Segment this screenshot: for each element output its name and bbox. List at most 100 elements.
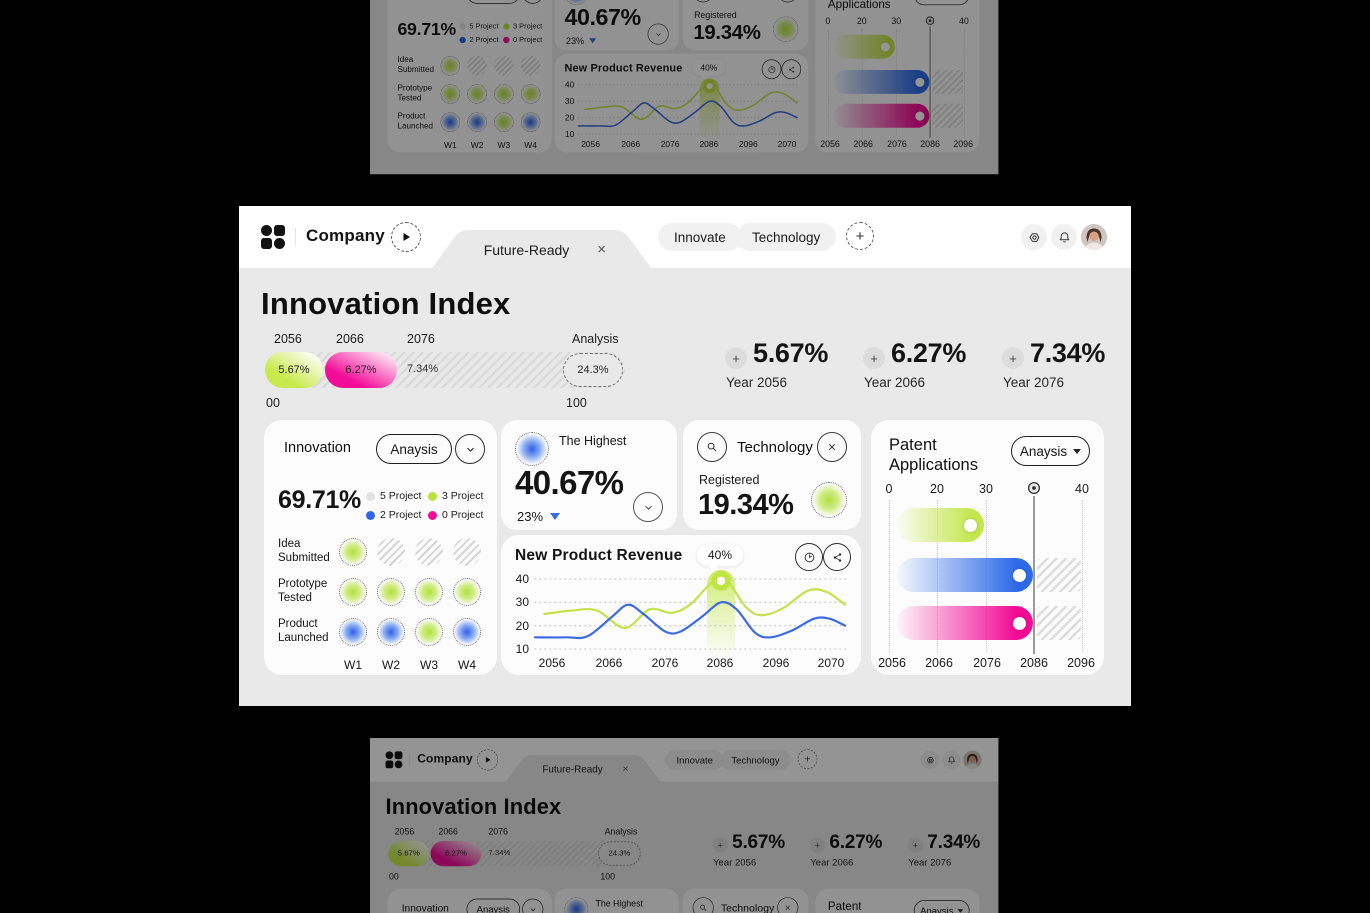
progress-analysis-label: Analysis [604, 826, 638, 837]
status-dot-green [415, 578, 443, 606]
dropdown-label: Anaysis [1019, 443, 1068, 459]
technology-card: Technology Registered 19.34% [683, 420, 861, 530]
dropdown-chevron-button[interactable] [455, 434, 485, 464]
status-dot-blue [467, 112, 487, 132]
chevron-down-icon [655, 32, 661, 36]
status-dot-green [339, 578, 367, 606]
tab-close-icon[interactable]: × [622, 762, 629, 775]
plus-icon: + [725, 347, 747, 369]
x-axis-label: 2096 [738, 139, 758, 149]
delta-value: 23% [517, 509, 561, 524]
stat-year-2066: + 6.27% Year 2066 [809, 831, 906, 870]
analysis-dropdown[interactable]: Anaysis [913, 900, 970, 913]
axis-tick: 40 [1075, 482, 1089, 496]
tab-future-ready[interactable]: Future-Ready × [429, 230, 654, 272]
legend-label: 5 Project [469, 22, 499, 31]
legend-label: 0 Project [513, 35, 543, 44]
close-icon [829, 444, 835, 450]
company-logo-icon[interactable] [385, 751, 403, 769]
share-button[interactable] [781, 59, 802, 80]
stat-caption: Year 2056 [713, 857, 757, 868]
status-dot-hatch [377, 538, 405, 566]
technology-button[interactable]: Technology [736, 223, 837, 251]
divider [295, 228, 296, 246]
analysis-dropdown[interactable]: Anaysis [466, 898, 521, 913]
close-card-button[interactable] [777, 897, 799, 913]
technology-button[interactable]: Technology [720, 749, 791, 770]
plus-icon: + [809, 837, 826, 853]
progress-segment-2056: 5.67% [388, 840, 430, 867]
dropdown-label: Anaysis [920, 905, 954, 913]
tab-label: Future-Ready [542, 763, 603, 775]
bar-end-dot [915, 77, 925, 87]
analysis-dropdown[interactable]: Anaysis [376, 434, 452, 464]
revenue-card: New Product Revenue 40% 40 30 20 10 2056 2066… [554, 53, 809, 153]
status-dot-blue [377, 618, 405, 646]
search-button[interactable] [697, 432, 727, 462]
dropdown-chevron-button[interactable] [522, 0, 544, 4]
notifications-button[interactable] [942, 750, 961, 769]
analysis-dropdown[interactable]: Anaysis [913, 0, 970, 6]
play-icon [403, 233, 410, 241]
search-button[interactable] [692, 0, 714, 3]
progress-segment-2066: 6.27% [430, 840, 482, 867]
company-logo-icon[interactable] [261, 225, 285, 249]
status-dot-blue [440, 112, 461, 132]
tab-close-icon[interactable]: × [597, 241, 606, 258]
status-dot-green [493, 112, 514, 132]
card-title: Innovation [284, 440, 351, 456]
history-button[interactable] [795, 543, 823, 571]
week-column-label: W3 [497, 140, 511, 151]
x-axis-label: 2056 [538, 656, 566, 670]
bar-end-dot [1012, 616, 1026, 630]
innovate-button[interactable]: Innovate [658, 223, 742, 251]
x-axis-label: 2076 [651, 656, 679, 670]
patent-bar-green [833, 34, 895, 59]
add-tab-button[interactable]: + [797, 749, 818, 769]
close-card-button[interactable] [817, 432, 847, 462]
add-tab-button[interactable]: + [846, 222, 874, 250]
search-icon [707, 442, 717, 452]
project-legend: 5 Project 3 Project 2 Project 0 Project [366, 490, 498, 521]
expand-card-button[interactable] [647, 23, 669, 45]
registered-label: Registered [694, 10, 737, 20]
badge-text: 40% [707, 548, 733, 562]
tab-future-ready[interactable]: Future-Ready × [503, 754, 663, 785]
settings-button[interactable] [1021, 224, 1047, 250]
target-line [929, 26, 931, 138]
progress-scale-max: 100 [566, 396, 587, 410]
dropdown-chevron-button[interactable] [522, 898, 544, 913]
week-column-label: W3 [420, 658, 438, 672]
card-title: Patent Applications [827, 0, 891, 11]
user-avatar[interactable] [1081, 224, 1107, 250]
progress-year-label: 2056 [274, 332, 302, 346]
legend-dot [428, 510, 437, 520]
settings-button[interactable] [920, 750, 940, 769]
share-button[interactable] [823, 543, 851, 571]
history-button[interactable] [761, 59, 782, 80]
notifications-button[interactable] [1051, 224, 1077, 250]
app-header: Company Future-Ready × Innovate Technolo… [370, 738, 999, 785]
close-card-button[interactable] [777, 0, 799, 3]
patent-bar-pink [897, 606, 1033, 640]
expand-workspace-button[interactable] [391, 222, 421, 252]
stat-value: 7.34% [927, 830, 981, 853]
legend-dot [503, 23, 510, 30]
progress-analysis-value: 24.3% [563, 353, 623, 387]
analysis-dropdown[interactable]: Anaysis [1011, 436, 1090, 466]
y-axis-label: 30 [515, 595, 529, 609]
expand-card-button[interactable] [633, 492, 663, 522]
search-button[interactable] [692, 897, 714, 913]
axis-year-label: 2076 [973, 656, 1001, 670]
progress-scale-min: 00 [266, 396, 280, 410]
expand-workspace-button[interactable] [477, 749, 499, 771]
user-avatar[interactable] [963, 750, 982, 769]
patent-card: Patent Applications Anaysis 020304020562… [815, 888, 980, 913]
dashboard-copy-top: Company Future-Ready × Innovate Technolo… [370, 0, 999, 175]
status-dot-green [440, 55, 461, 76]
innovate-button[interactable]: Innovate [665, 749, 725, 770]
analysis-dropdown[interactable]: Anaysis [466, 0, 521, 4]
x-axis-label: 2096 [762, 656, 790, 670]
card-title: Patent Applications [889, 436, 978, 474]
